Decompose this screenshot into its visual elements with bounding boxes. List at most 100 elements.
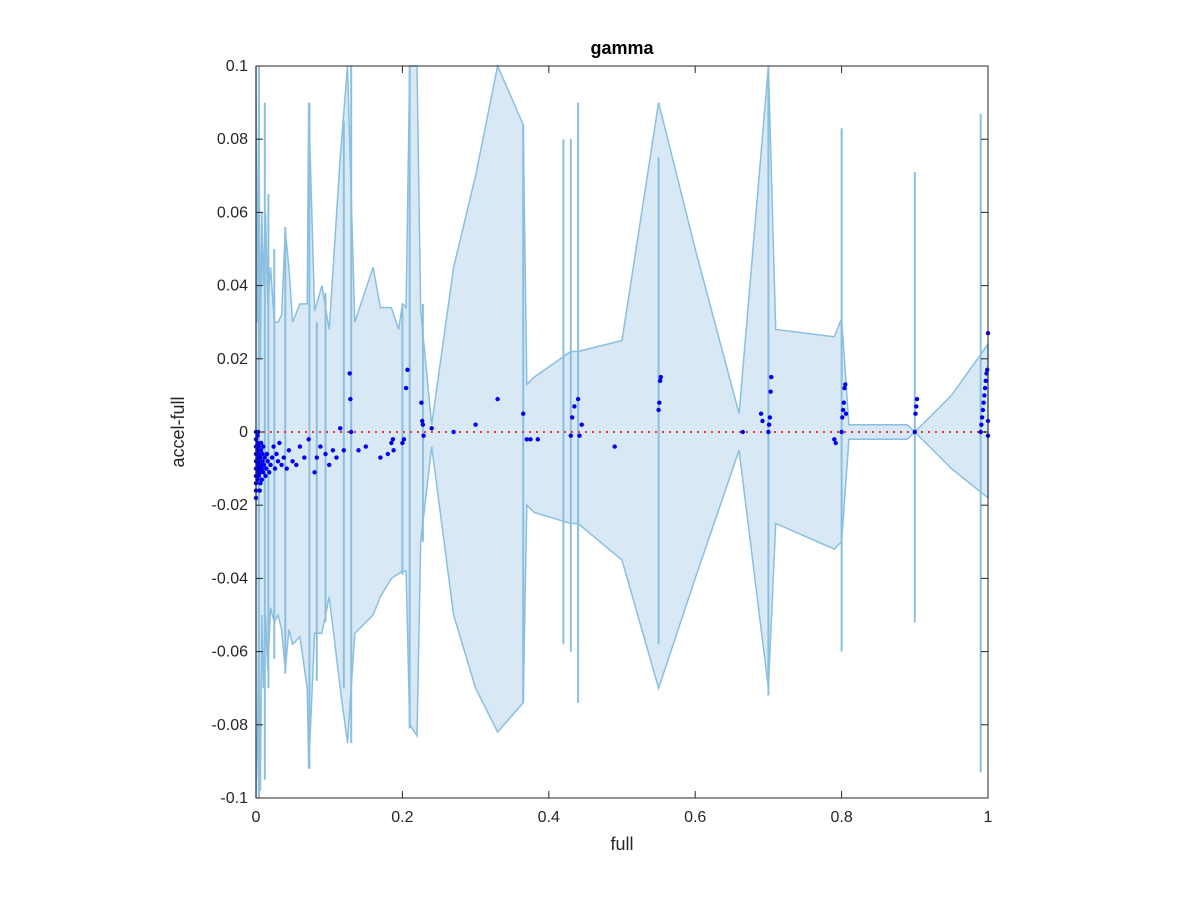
data-point bbox=[264, 466, 269, 471]
scatter-points bbox=[253, 331, 991, 501]
data-point bbox=[842, 385, 847, 391]
data-point bbox=[912, 429, 917, 435]
data-point bbox=[524, 437, 529, 442]
data-point bbox=[260, 451, 265, 457]
data-point bbox=[451, 429, 456, 435]
data-point bbox=[314, 455, 319, 460]
data-point bbox=[334, 455, 339, 460]
y-axis-label: accel-full bbox=[168, 396, 188, 467]
data-point bbox=[279, 462, 284, 468]
data-point bbox=[980, 407, 986, 413]
y-tick-label: 0.1 bbox=[226, 58, 248, 75]
data-point bbox=[612, 444, 617, 449]
y-tick-label: 0.02 bbox=[217, 351, 248, 368]
data-point bbox=[983, 378, 988, 383]
data-point bbox=[495, 396, 500, 402]
y-axis-ticks: -0.1 -0.08 -0.06 -0.04 -0.02 0 0.02 0.04 0.06 0.0… bbox=[212, 58, 988, 807]
data-point bbox=[758, 411, 764, 416]
data-point bbox=[760, 418, 765, 424]
data-point bbox=[297, 444, 303, 449]
data-point bbox=[269, 455, 275, 460]
data-point bbox=[577, 433, 582, 438]
data-point bbox=[403, 385, 409, 391]
data-point bbox=[913, 411, 918, 416]
data-point bbox=[985, 367, 990, 372]
data-point bbox=[258, 481, 263, 486]
data-point bbox=[840, 415, 845, 420]
data-point bbox=[341, 448, 346, 453]
data-point bbox=[347, 371, 352, 376]
data-point bbox=[264, 451, 270, 457]
data-point bbox=[401, 437, 407, 442]
y-tick-label: 0.06 bbox=[217, 204, 248, 221]
data-point bbox=[286, 448, 292, 453]
data-point bbox=[914, 396, 920, 402]
y-tick-label: -0.02 bbox=[212, 497, 249, 514]
data-point bbox=[349, 429, 354, 435]
data-point bbox=[318, 444, 323, 449]
y-tick-label: -0.08 bbox=[212, 717, 249, 734]
data-point bbox=[981, 400, 986, 405]
data-point bbox=[832, 437, 837, 442]
data-point bbox=[766, 429, 771, 435]
y-tick-label: 0.08 bbox=[217, 131, 248, 148]
data-point bbox=[766, 422, 772, 427]
data-point bbox=[261, 444, 266, 449]
data-point bbox=[405, 367, 410, 372]
data-point bbox=[657, 400, 662, 405]
data-point bbox=[528, 437, 533, 442]
data-point bbox=[978, 429, 983, 435]
data-point bbox=[841, 400, 846, 405]
x-tick-label: 1 bbox=[984, 809, 993, 826]
y-tick-label: -0.04 bbox=[212, 570, 249, 587]
chart-title: gamma bbox=[590, 38, 654, 58]
x-tick-label: 0.4 bbox=[538, 809, 560, 826]
data-point bbox=[575, 396, 581, 402]
data-point bbox=[767, 415, 773, 420]
data-point bbox=[258, 462, 263, 468]
data-point bbox=[378, 455, 383, 460]
data-point bbox=[473, 422, 478, 427]
data-point bbox=[277, 440, 282, 446]
data-point bbox=[261, 470, 266, 475]
data-point bbox=[657, 378, 663, 383]
data-point bbox=[348, 396, 353, 402]
data-point bbox=[256, 451, 262, 457]
y-tick-label: 0 bbox=[239, 424, 248, 441]
data-point bbox=[839, 429, 844, 435]
data-point bbox=[262, 455, 267, 460]
data-point bbox=[979, 422, 984, 427]
data-point bbox=[259, 466, 265, 471]
data-point bbox=[267, 470, 272, 475]
data-point bbox=[833, 440, 838, 446]
data-point bbox=[390, 437, 396, 442]
data-point bbox=[256, 444, 262, 449]
data-point bbox=[260, 459, 265, 464]
x-tick-label: 0.8 bbox=[830, 809, 852, 826]
data-point bbox=[263, 473, 268, 479]
y-tick-label: 0.04 bbox=[217, 278, 248, 295]
data-point bbox=[256, 473, 262, 479]
data-point bbox=[568, 433, 573, 438]
data-point bbox=[284, 466, 289, 471]
data-point bbox=[535, 437, 540, 442]
data-point bbox=[281, 455, 286, 460]
data-point bbox=[330, 448, 336, 453]
data-point bbox=[258, 440, 264, 446]
data-point bbox=[312, 470, 317, 475]
data-point bbox=[363, 444, 368, 449]
x-axis-label: full bbox=[610, 834, 633, 854]
data-point bbox=[290, 459, 295, 464]
data-point bbox=[521, 411, 526, 416]
data-point bbox=[572, 404, 577, 409]
data-point bbox=[385, 451, 390, 457]
data-point bbox=[256, 459, 262, 464]
data-point bbox=[400, 440, 405, 446]
data-point bbox=[570, 415, 575, 420]
data-point bbox=[768, 389, 773, 394]
data-point bbox=[356, 448, 361, 453]
data-point bbox=[579, 422, 584, 427]
x-axis-ticks: 0 0.2 0.4 0.6 0.8 1 bbox=[252, 66, 993, 826]
data-point bbox=[259, 477, 265, 482]
